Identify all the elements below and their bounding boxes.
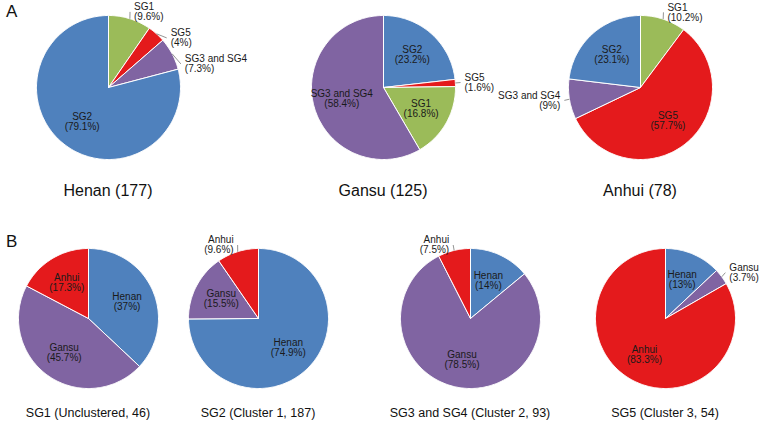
- svg-text:Anhui(9.6%): Anhui(9.6%): [204, 234, 233, 255]
- svg-text:Gansu(15.5%): Gansu(15.5%): [204, 288, 239, 309]
- html-text:B: B: [6, 232, 18, 251]
- html-text:SG2 (Cluster 1, 187): SG2 (Cluster 1, 187): [200, 406, 316, 420]
- svg-text:Henan(14%): Henan(14%): [474, 270, 503, 291]
- svg-text:SG1(9.6%): SG1(9.6%): [134, 1, 163, 22]
- svg-text:Henan(13%): Henan(13%): [667, 269, 696, 290]
- svg-text:Gansu(3.7%): Gansu(3.7%): [729, 262, 758, 283]
- svg-text:Gansu(78.5%): Gansu(78.5%): [444, 349, 479, 370]
- html-text:Anhui (78): Anhui (78): [603, 182, 677, 199]
- svg-text:SG3 and SG4(7.3%): SG3 and SG4(7.3%): [185, 53, 248, 74]
- svg-text:SG3 and SG4(58.4%): SG3 and SG4(58.4%): [311, 88, 374, 109]
- svg-text:Henan(37%): Henan(37%): [112, 291, 141, 312]
- svg-text:SG2(23.2%): SG2(23.2%): [395, 44, 430, 65]
- html-text:Henan (177): Henan (177): [63, 182, 153, 199]
- svg-text:SG5(57.7%): SG5(57.7%): [650, 110, 685, 131]
- svg-text:SG2(23.1%): SG2(23.1%): [594, 44, 629, 65]
- svg-text:SG1(16.8%): SG1(16.8%): [404, 98, 439, 119]
- svg-text:SG1(10.2%): SG1(10.2%): [667, 2, 702, 23]
- svg-text:SG5(1.6%): SG5(1.6%): [465, 72, 494, 93]
- svg-text:Anhui(83.3%): Anhui(83.3%): [627, 344, 662, 365]
- html-text:A: A: [6, 2, 18, 21]
- svg-text:Gansu(45.7%): Gansu(45.7%): [47, 342, 82, 363]
- svg-text:SG5(4%): SG5(4%): [171, 27, 192, 48]
- html-text:Gansu (125): Gansu (125): [338, 182, 428, 199]
- svg-text:SG3 and SG4(9%): SG3 and SG4(9%): [498, 90, 561, 111]
- svg-text:Henan(74.9%): Henan(74.9%): [271, 337, 306, 358]
- svg-text:SG2(79.1%): SG2(79.1%): [65, 111, 100, 132]
- html-text:SG3 and SG4 (Cluster 2, 93): SG3 and SG4 (Cluster 2, 93): [389, 406, 551, 420]
- html-text:SG1 (Unclustered, 46): SG1 (Unclustered, 46): [25, 406, 151, 420]
- html-text:SG5 (Cluster 3, 54): SG5 (Cluster 3, 54): [611, 406, 719, 420]
- svg-text:Anhui(7.5%): Anhui(7.5%): [420, 234, 449, 255]
- svg-text:Anhui(17.3%): Anhui(17.3%): [49, 272, 84, 293]
